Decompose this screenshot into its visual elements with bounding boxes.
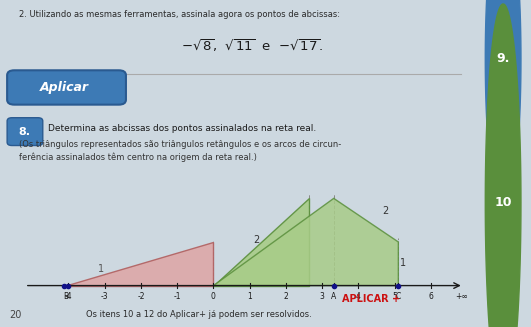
Text: APLICAR +: APLICAR + [342, 294, 400, 304]
Text: -2: -2 [137, 292, 144, 301]
Text: 3: 3 [320, 292, 324, 301]
Polygon shape [213, 198, 310, 285]
Text: +∞: +∞ [456, 292, 468, 301]
Text: (Os triângulos representados são triângulos retângulos e os arcos de circun-: (Os triângulos representados são triângu… [19, 140, 341, 149]
Text: 5: 5 [392, 292, 397, 301]
Text: ferência assinalados têm centro na origem da reta real.): ferência assinalados têm centro na orige… [19, 152, 257, 162]
Text: $-\sqrt{8}$,  $\sqrt{11}$  e  $-\sqrt{17}$.: $-\sqrt{8}$, $\sqrt{11}$ e $-\sqrt{17}$. [181, 38, 322, 54]
Text: Determina as abcissas dos pontos assinalados na reta real.: Determina as abcissas dos pontos assinal… [48, 124, 316, 133]
Text: 1: 1 [247, 292, 252, 301]
Text: 0: 0 [211, 292, 216, 301]
FancyBboxPatch shape [7, 118, 43, 146]
Text: 10: 10 [494, 196, 512, 209]
Polygon shape [485, 0, 521, 216]
Text: C: C [396, 292, 401, 301]
Text: 1: 1 [400, 258, 406, 268]
FancyBboxPatch shape [7, 70, 126, 105]
Text: -3: -3 [101, 292, 108, 301]
Text: 2: 2 [382, 206, 389, 216]
Polygon shape [64, 242, 213, 285]
Text: 20: 20 [10, 310, 22, 320]
Text: 6: 6 [429, 292, 433, 301]
Polygon shape [485, 4, 521, 327]
Polygon shape [213, 198, 398, 285]
Text: Os itens 10 a 12 do Aplicar+ já podem ser resolvidos.: Os itens 10 a 12 do Aplicar+ já podem se… [85, 310, 311, 319]
Text: Aplicar: Aplicar [40, 81, 89, 94]
Text: 2. Utilizando as mesmas ferramentas, assinala agora os pontos de abcissas:: 2. Utilizando as mesmas ferramentas, ass… [19, 10, 340, 19]
Text: A: A [331, 292, 336, 301]
Text: B: B [63, 292, 68, 301]
Text: 1: 1 [98, 264, 105, 274]
Text: 2: 2 [253, 235, 260, 245]
Text: 8.: 8. [19, 127, 31, 137]
Text: 2: 2 [284, 292, 288, 301]
Text: 9.: 9. [496, 52, 510, 65]
Text: -4: -4 [65, 292, 72, 301]
Text: 4: 4 [356, 292, 361, 301]
Text: -1: -1 [174, 292, 181, 301]
